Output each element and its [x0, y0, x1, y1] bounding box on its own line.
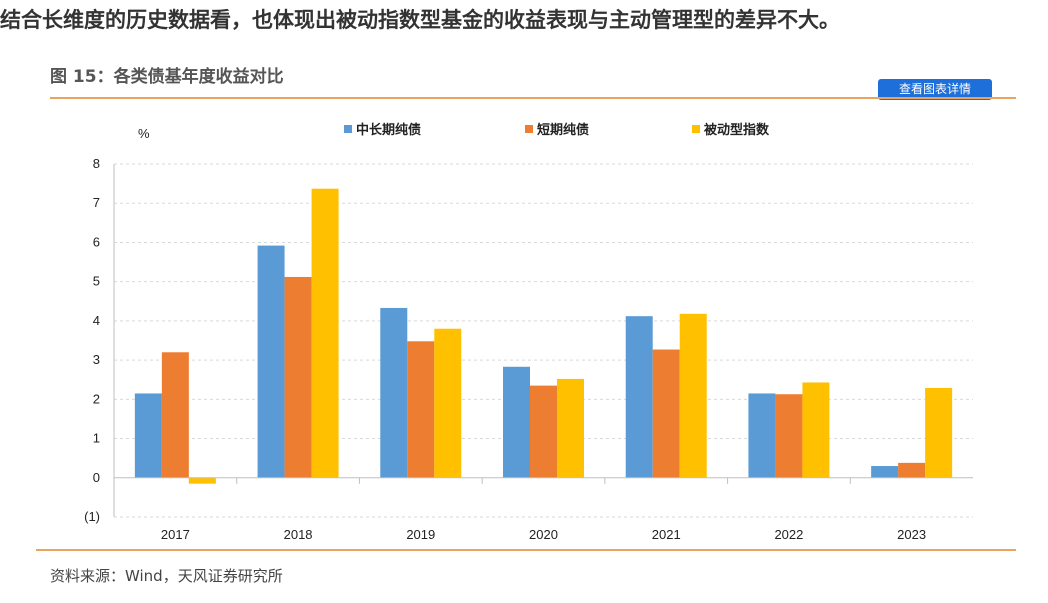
- legend-swatch: [344, 125, 352, 133]
- bar-2019-2: [407, 341, 435, 478]
- y-tick-label: (1): [84, 509, 100, 524]
- bar-2020-2: [530, 385, 557, 478]
- bar-2021-3: [679, 313, 707, 478]
- y-tick-label: 5: [93, 274, 100, 289]
- bar-2020-3: [557, 378, 584, 478]
- bar-2022-2: [775, 394, 803, 478]
- y-axis-unit: %: [138, 126, 150, 141]
- x-tick-label: 2021: [652, 527, 681, 542]
- legend-label: 中长期纯债: [356, 122, 421, 138]
- y-tick-label: 7: [93, 195, 100, 210]
- bar-chart: (1) 0 1 2 3 4 5 6 7 8% 2017 2018 2019 2020 2021 2022 202…: [84, 122, 973, 542]
- bar-2017-2: [161, 352, 189, 478]
- legend-label: 短期纯债: [537, 122, 589, 138]
- source-note: 资料来源：Wind，天风证券研究所: [50, 567, 283, 585]
- bar-2020-1: [503, 366, 530, 478]
- y-tick-label: 4: [93, 313, 100, 328]
- bar-2022-1: [748, 393, 776, 478]
- bar-2017-1: [134, 393, 162, 478]
- bar-2018-3: [311, 188, 339, 478]
- axes: (1) 0 1 2 3 4 5 6 7 8% 2017 2018 2019 2020 2021 2022 202…: [84, 126, 973, 542]
- bar-2023-3: [925, 387, 953, 478]
- bar-2019-3: [434, 328, 462, 478]
- figure-title: 图 15：各类债基年度收益对比: [50, 67, 284, 87]
- x-tick-label: 2023: [897, 527, 926, 542]
- y-tick-label: 1: [93, 431, 100, 446]
- legend: 中长期纯债 短期纯债 被动型指数: [344, 122, 770, 138]
- title-divider: [50, 97, 1016, 99]
- bar-2018-2: [284, 276, 312, 478]
- x-tick-label: 2022: [774, 527, 803, 542]
- grid-lines: [114, 163, 973, 518]
- bar-marks: [134, 188, 953, 484]
- bar-2022-3: [802, 382, 830, 478]
- bar-2021-2: [652, 349, 680, 478]
- headline-text: 结合长维度的历史数据看，也体现出被动指数型基金的收益表现与主动管理型的差异不大。: [0, 8, 840, 32]
- bar-2021-1: [625, 316, 653, 478]
- bar-2023-2: [898, 462, 926, 478]
- x-tick-label: 2018: [284, 527, 313, 542]
- y-tick-label: 2: [93, 391, 100, 406]
- x-tick-label: 2019: [406, 527, 435, 542]
- legend-swatch: [525, 125, 533, 133]
- y-tick-label: 0: [93, 470, 100, 485]
- source-divider: [36, 549, 1016, 551]
- x-tick-label: 2017: [161, 527, 190, 542]
- bar-2023-1: [871, 466, 899, 478]
- bar-2017-3: [188, 477, 216, 484]
- bar-2019-1: [380, 307, 408, 478]
- y-tick-label: 8: [93, 156, 100, 171]
- y-tick-label: 3: [93, 352, 100, 367]
- y-tick-label: 6: [93, 234, 100, 249]
- legend-swatch: [692, 125, 700, 133]
- legend-label: 被动型指数: [703, 122, 770, 138]
- bar-2018-1: [257, 245, 285, 478]
- x-tick-label: 2020: [529, 527, 558, 542]
- view-chart-details-button[interactable]: 查看图表详情: [878, 79, 992, 100]
